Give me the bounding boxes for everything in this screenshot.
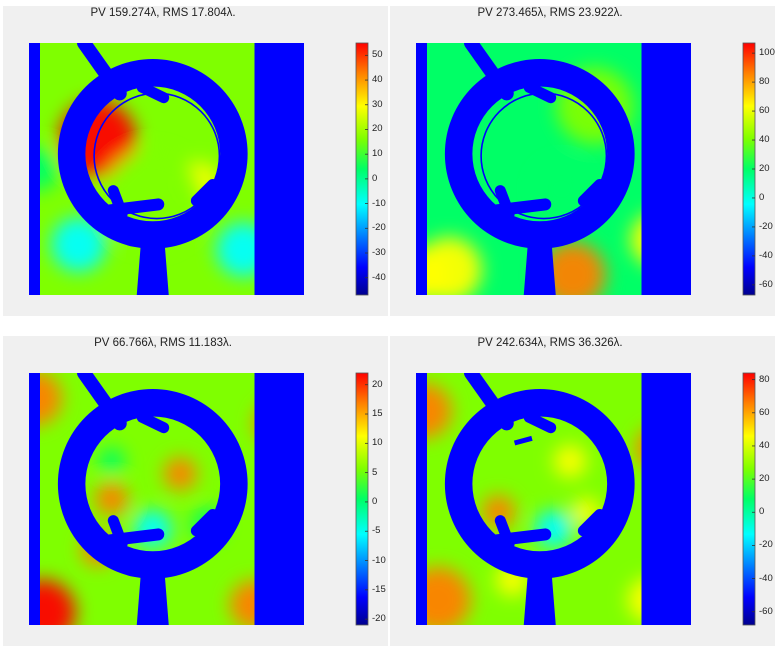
mount-clip <box>523 411 557 434</box>
colorbar-tick-label: -30 <box>372 247 386 258</box>
field-blob <box>97 447 126 475</box>
left-mask-strip <box>416 43 427 295</box>
field-blob <box>539 241 606 295</box>
colorbar-tick-label: -40 <box>759 572 773 584</box>
mount-clip <box>577 178 606 207</box>
left-mask-strip <box>29 373 40 625</box>
mount-clip <box>523 81 557 104</box>
colorbar-tick-label: -5 <box>372 525 381 537</box>
colorbar-tick-label: 0 <box>372 495 378 507</box>
colorbar-tick-label: -40 <box>372 271 386 283</box>
colorbar-tick-label: -15 <box>372 583 386 595</box>
colorbar-tick-label: 0 <box>372 172 378 184</box>
field-blob <box>95 482 128 516</box>
field-blob <box>416 566 471 625</box>
mount-clip <box>136 81 170 104</box>
right-mask-strip <box>641 43 691 295</box>
wavefront-panel-1: PV 159.274λ, RMS 17.804λ. 50 40 30 20 10 0 -10… <box>3 6 388 316</box>
plot-area <box>29 372 369 626</box>
mount-arm <box>464 43 514 101</box>
colorbar-tick-label: 20 <box>372 378 383 390</box>
wavefront-panel-3: PV 66.766λ, RMS 11.183λ. 20 15 10 5 0 -5 -10 -1… <box>3 336 388 646</box>
colorbar-tick-label: 40 <box>759 134 770 146</box>
colorbar-tick-label: 50 <box>372 49 383 61</box>
colorbar-tick-label: -20 <box>759 539 773 551</box>
colorbar-tick-label: 5 <box>372 466 378 478</box>
colorbar-tick-label: 20 <box>759 163 770 174</box>
plot-area <box>416 42 756 296</box>
colorbar-tick-label: -20 <box>372 222 386 234</box>
colorbar-tick-label: 40 <box>372 74 383 86</box>
right-mask-strip <box>641 373 691 625</box>
wavefront-panel-2: PV 273.465λ, RMS 23.922λ. 100 80 60 40 20 0 -2… <box>390 6 775 316</box>
colorbar-tick-label: -10 <box>372 197 386 209</box>
mount-clip <box>190 508 219 537</box>
field-blob <box>51 217 106 273</box>
colorbar-tick-label: 0 <box>759 191 765 203</box>
colorbar-tick-label: 60 <box>759 105 770 117</box>
mount-clip <box>190 178 219 207</box>
colorbar-tick-label: -40 <box>759 249 773 261</box>
colorbar-tick-label: 60 <box>759 406 770 418</box>
mount-clip <box>97 198 165 218</box>
mount-pedestal <box>523 574 556 625</box>
colorbar-tick-label: 20 <box>759 473 770 485</box>
left-mask-strip <box>416 373 427 625</box>
chart-title: PV 273.465λ, RMS 23.922λ. <box>477 7 623 19</box>
mount-clip <box>484 198 552 218</box>
mount-clip <box>136 411 170 434</box>
colorbar-tick-label: 0 <box>759 506 765 518</box>
inner-arc <box>480 92 608 220</box>
field-blob <box>482 495 515 529</box>
plot-area <box>416 372 756 626</box>
colorbar-tick-label: -20 <box>759 220 773 232</box>
field-blob <box>553 444 587 478</box>
colorbar <box>355 372 369 626</box>
colorbar-tick-label: -60 <box>759 605 773 617</box>
mount-clip <box>97 528 165 548</box>
colorbar-tick-label: 10 <box>372 437 383 449</box>
colorbar-tick-label: -20 <box>372 613 386 625</box>
field-blob <box>163 457 197 491</box>
colorbar-tick-label: 80 <box>759 373 770 385</box>
colorbar-tick-label: -10 <box>372 554 386 566</box>
colorbar <box>355 42 369 296</box>
wavefront-panel-4: PV 242.634λ, RMS 36.326λ. 80 60 40 20 0 -20 -4… <box>390 336 775 646</box>
colorbar-tick-label: 40 <box>759 439 770 451</box>
mount-arm <box>77 373 127 431</box>
mount-clip <box>484 528 552 548</box>
right-mask-strip <box>254 373 304 625</box>
notch-mark <box>513 435 533 446</box>
chart-title: PV 242.634λ, RMS 36.326λ. <box>477 337 623 349</box>
colorbar-tick-label: 15 <box>372 408 383 420</box>
colorbar-tick-label: 30 <box>372 98 383 110</box>
left-mask-strip <box>29 43 40 295</box>
field-blob <box>29 579 76 625</box>
inner-arc <box>93 92 221 220</box>
colorbar-tick-label: 100 <box>759 47 775 59</box>
right-mask-strip <box>254 43 304 295</box>
chart-title: PV 159.274λ, RMS 17.804λ. <box>90 7 236 19</box>
mount-pedestal <box>523 244 556 295</box>
plot-area <box>29 42 369 296</box>
mount-pedestal <box>136 574 169 625</box>
colorbar <box>742 372 756 626</box>
mount-arm <box>464 373 514 431</box>
colorbar-tick-label: 20 <box>372 123 383 135</box>
colorbar-tick-label: 10 <box>372 148 383 160</box>
mount-clip <box>577 508 606 537</box>
mount-pedestal <box>136 244 169 295</box>
colorbar-tick-label: 80 <box>759 76 770 88</box>
colorbar-tick-label: -60 <box>759 278 773 290</box>
chart-title: PV 66.766λ, RMS 11.183λ. <box>94 337 232 349</box>
mount-arm <box>77 43 127 101</box>
